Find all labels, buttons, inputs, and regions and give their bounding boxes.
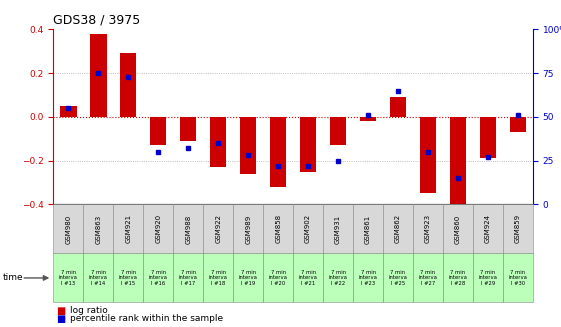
Text: GDS38 / 3975: GDS38 / 3975 [53,13,141,26]
Text: 7 min
interva
l #18: 7 min interva l #18 [209,270,228,286]
Text: 7 min
interva
l #17: 7 min interva l #17 [179,270,197,286]
Bar [383,204,413,253]
Bar [60,106,76,117]
Bar [143,204,173,253]
Bar [420,117,436,194]
Bar [240,117,256,174]
Text: GSM989: GSM989 [245,214,251,244]
Bar [390,97,406,117]
Bar [83,253,113,302]
Text: 7 min
interva
l #15: 7 min interva l #15 [119,270,137,286]
Text: GSM860: GSM860 [455,214,461,244]
Bar [360,117,376,121]
Bar [443,253,473,302]
Text: 7 min
interva
l #22: 7 min interva l #22 [329,270,347,286]
Bar [353,204,383,253]
Bar [53,253,83,302]
Text: GSM921: GSM921 [125,214,131,244]
Text: GSM922: GSM922 [215,215,221,243]
Text: GSM858: GSM858 [275,214,281,244]
Text: percentile rank within the sample: percentile rank within the sample [70,314,223,323]
Bar [83,204,113,253]
Text: GSM988: GSM988 [185,214,191,244]
Text: 7 min
interva
l #23: 7 min interva l #23 [358,270,378,286]
Text: 7 min
interva
l #29: 7 min interva l #29 [479,270,498,286]
Bar [330,117,346,145]
Text: 7 min
interva
l #28: 7 min interva l #28 [449,270,467,286]
Bar [383,253,413,302]
Text: ■: ■ [56,314,65,324]
Text: time: time [3,273,24,283]
Bar [180,117,196,141]
Bar [443,204,473,253]
Bar [233,253,263,302]
Text: 7 min
interva
l #14: 7 min interva l #14 [89,270,108,286]
Bar [203,204,233,253]
Bar [263,253,293,302]
Text: GSM920: GSM920 [155,214,161,244]
Bar [503,204,533,253]
Bar [323,204,353,253]
Bar [143,253,173,302]
Bar [293,204,323,253]
Text: GSM924: GSM924 [485,215,491,243]
Bar [263,204,293,253]
Bar [233,204,263,253]
Bar [53,204,83,253]
Text: GSM862: GSM862 [395,214,401,244]
Text: GSM861: GSM861 [365,214,371,244]
Bar [270,117,286,187]
Bar [510,117,526,132]
Bar [90,34,107,117]
Bar [120,54,136,117]
Text: GSM863: GSM863 [95,214,102,244]
Text: GSM980: GSM980 [65,214,71,244]
Text: 7 min
interva
l #27: 7 min interva l #27 [419,270,438,286]
Bar [503,253,533,302]
Text: 7 min
interva
l #19: 7 min interva l #19 [239,270,257,286]
Text: 7 min
interva
l #13: 7 min interva l #13 [59,270,78,286]
Bar [210,117,227,167]
Bar [203,253,233,302]
Bar [473,253,503,302]
Bar [413,253,443,302]
Bar [353,253,383,302]
Text: log ratio: log ratio [70,306,108,315]
Text: 7 min
interva
l #30: 7 min interva l #30 [508,270,527,286]
Text: 7 min
interva
l #20: 7 min interva l #20 [269,270,288,286]
Bar [413,204,443,253]
Bar [113,253,143,302]
Text: 7 min
interva
l #21: 7 min interva l #21 [298,270,318,286]
Bar [173,204,203,253]
Bar [300,117,316,172]
Text: 7 min
interva
l #25: 7 min interva l #25 [389,270,407,286]
Bar [150,117,167,145]
Bar [480,117,496,159]
Text: GSM931: GSM931 [335,214,341,244]
Bar [473,204,503,253]
Text: GSM923: GSM923 [425,214,431,244]
Bar [450,117,466,211]
Text: 7 min
interva
l #16: 7 min interva l #16 [149,270,168,286]
Bar [323,253,353,302]
Text: GSM902: GSM902 [305,214,311,244]
Bar [113,204,143,253]
Bar [293,253,323,302]
Bar [173,253,203,302]
Text: ■: ■ [56,306,65,316]
Text: GSM859: GSM859 [515,214,521,244]
